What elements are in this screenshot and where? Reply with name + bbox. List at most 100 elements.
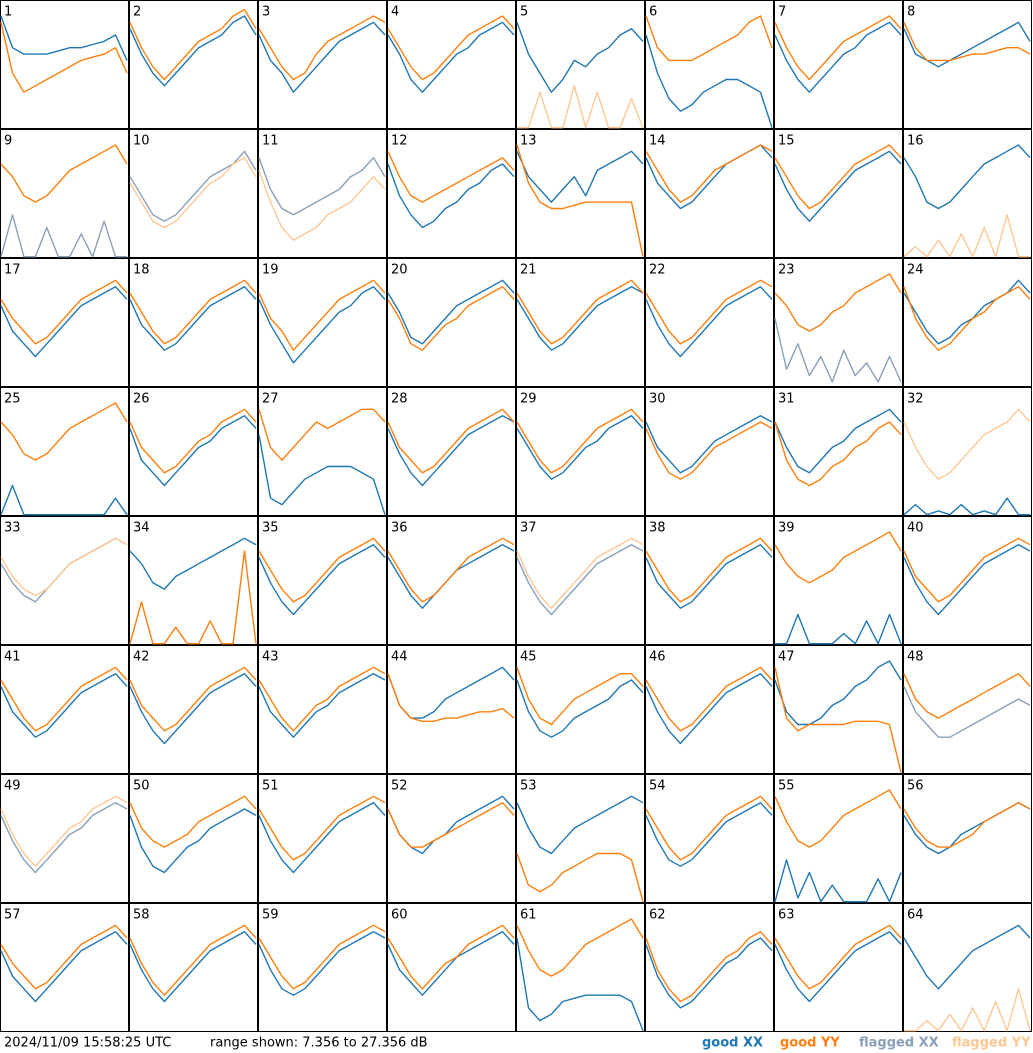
panel-label: 2 bbox=[133, 5, 141, 20]
spectrum-line bbox=[0, 144, 128, 203]
panel-label: 35 bbox=[262, 521, 279, 536]
spectrum-line bbox=[258, 544, 386, 616]
spectrum-line bbox=[645, 421, 773, 480]
spectrum-line bbox=[258, 156, 386, 216]
spectrum-line bbox=[387, 408, 515, 474]
spectrum-line bbox=[0, 484, 128, 516]
spectrum-line bbox=[0, 537, 128, 597]
spectrum-line bbox=[258, 673, 386, 738]
spectrum-line bbox=[129, 8, 257, 81]
panel-frame bbox=[774, 903, 903, 1032]
panel-label: 30 bbox=[649, 392, 666, 407]
spectrum-line bbox=[0, 673, 128, 738]
panel-frame bbox=[774, 516, 903, 645]
panel-label: 58 bbox=[133, 908, 150, 923]
panel-label: 32 bbox=[907, 392, 924, 407]
spectrum-line bbox=[0, 402, 128, 461]
panel-label: 37 bbox=[520, 521, 537, 536]
panel-label: 7 bbox=[778, 5, 786, 20]
spectrum-line bbox=[774, 931, 902, 1003]
spectrum-line bbox=[258, 21, 386, 93]
panel-frame bbox=[258, 258, 387, 387]
panel-label: 33 bbox=[4, 521, 21, 536]
spectrum-line bbox=[645, 15, 773, 62]
panel-frame bbox=[129, 129, 258, 258]
spectrum-line bbox=[258, 286, 386, 364]
panel-label: 8 bbox=[907, 5, 915, 20]
spectrum-line bbox=[129, 279, 257, 345]
spectrum-line bbox=[516, 667, 644, 726]
panel-frame bbox=[516, 774, 645, 903]
spectrum-line bbox=[774, 318, 902, 383]
spectrum-line bbox=[129, 156, 257, 229]
panel-frame bbox=[903, 0, 1032, 129]
panel-frame bbox=[903, 129, 1032, 258]
panel-frame bbox=[258, 774, 387, 903]
panel-label: 34 bbox=[133, 521, 150, 536]
panel-label: 24 bbox=[907, 263, 924, 278]
spectrum-line bbox=[129, 150, 257, 222]
panel-label: 6 bbox=[649, 5, 657, 20]
spectrum-line bbox=[774, 531, 902, 584]
spectrum-line bbox=[129, 415, 257, 487]
spectrum-line bbox=[258, 666, 386, 732]
panel-frame bbox=[129, 516, 258, 645]
spectrum-line bbox=[258, 802, 386, 874]
panel-label: 25 bbox=[4, 392, 21, 407]
panel-label: 26 bbox=[133, 392, 150, 407]
spectrum-line bbox=[903, 22, 1031, 62]
panel-frame bbox=[387, 258, 516, 387]
spectrum-line bbox=[516, 279, 644, 345]
panel-frame bbox=[903, 645, 1032, 774]
panel-label: 18 bbox=[133, 263, 150, 278]
spectrum-line bbox=[258, 279, 386, 351]
spectrum-line bbox=[0, 666, 128, 732]
panel-frame bbox=[387, 774, 516, 903]
spectrum-line bbox=[516, 286, 644, 351]
panel-label: 45 bbox=[520, 650, 537, 665]
panel-label: 4 bbox=[391, 5, 399, 20]
spectrum-line bbox=[258, 408, 386, 461]
legend-entry: flagged XX bbox=[859, 1036, 939, 1051]
spectrum-line bbox=[387, 21, 515, 93]
legend-entry: good XX bbox=[702, 1036, 763, 1051]
panel-label: 55 bbox=[778, 779, 795, 794]
panel-label: 52 bbox=[391, 779, 408, 794]
spectrum-line bbox=[903, 497, 1030, 516]
spectrum-line bbox=[0, 286, 128, 358]
spectrum-line bbox=[129, 286, 257, 351]
panel-frame bbox=[129, 387, 258, 516]
spectrum-line bbox=[774, 789, 902, 848]
spectrum-line bbox=[258, 170, 386, 241]
panel-frame bbox=[258, 903, 387, 1032]
spectrum-line bbox=[258, 434, 386, 515]
panel-frame bbox=[258, 129, 387, 258]
panel-frame bbox=[516, 387, 645, 516]
spectrum-line bbox=[516, 408, 644, 474]
spectrum-line bbox=[774, 859, 902, 903]
panel-label: 54 bbox=[649, 779, 666, 794]
spectrum-line bbox=[0, 931, 128, 1003]
spectrum-line bbox=[645, 931, 773, 1003]
spectrum-line bbox=[774, 15, 902, 81]
spectrum-line bbox=[903, 286, 1031, 351]
panel-frame bbox=[645, 0, 774, 129]
panel-label: 47 bbox=[778, 650, 795, 665]
spectrum-line bbox=[645, 279, 773, 345]
spectrum-line bbox=[387, 415, 515, 487]
panel-label: 61 bbox=[520, 908, 537, 923]
spectrum-line bbox=[774, 660, 902, 726]
spectrum-line bbox=[517, 85, 644, 129]
spectrum-line bbox=[129, 931, 257, 1003]
panel-frame bbox=[645, 903, 774, 1032]
panel-frame bbox=[774, 387, 903, 516]
spectrum-line bbox=[774, 667, 902, 773]
spectrum-line bbox=[258, 924, 386, 990]
spectrum-line bbox=[387, 924, 515, 990]
spectrum-line bbox=[645, 34, 773, 128]
spectrum-line bbox=[0, 924, 128, 990]
spectrum-line bbox=[903, 673, 1031, 719]
spectrum-line bbox=[129, 15, 257, 87]
spectrum-line bbox=[903, 686, 1031, 738]
panel-label: 16 bbox=[907, 134, 924, 149]
